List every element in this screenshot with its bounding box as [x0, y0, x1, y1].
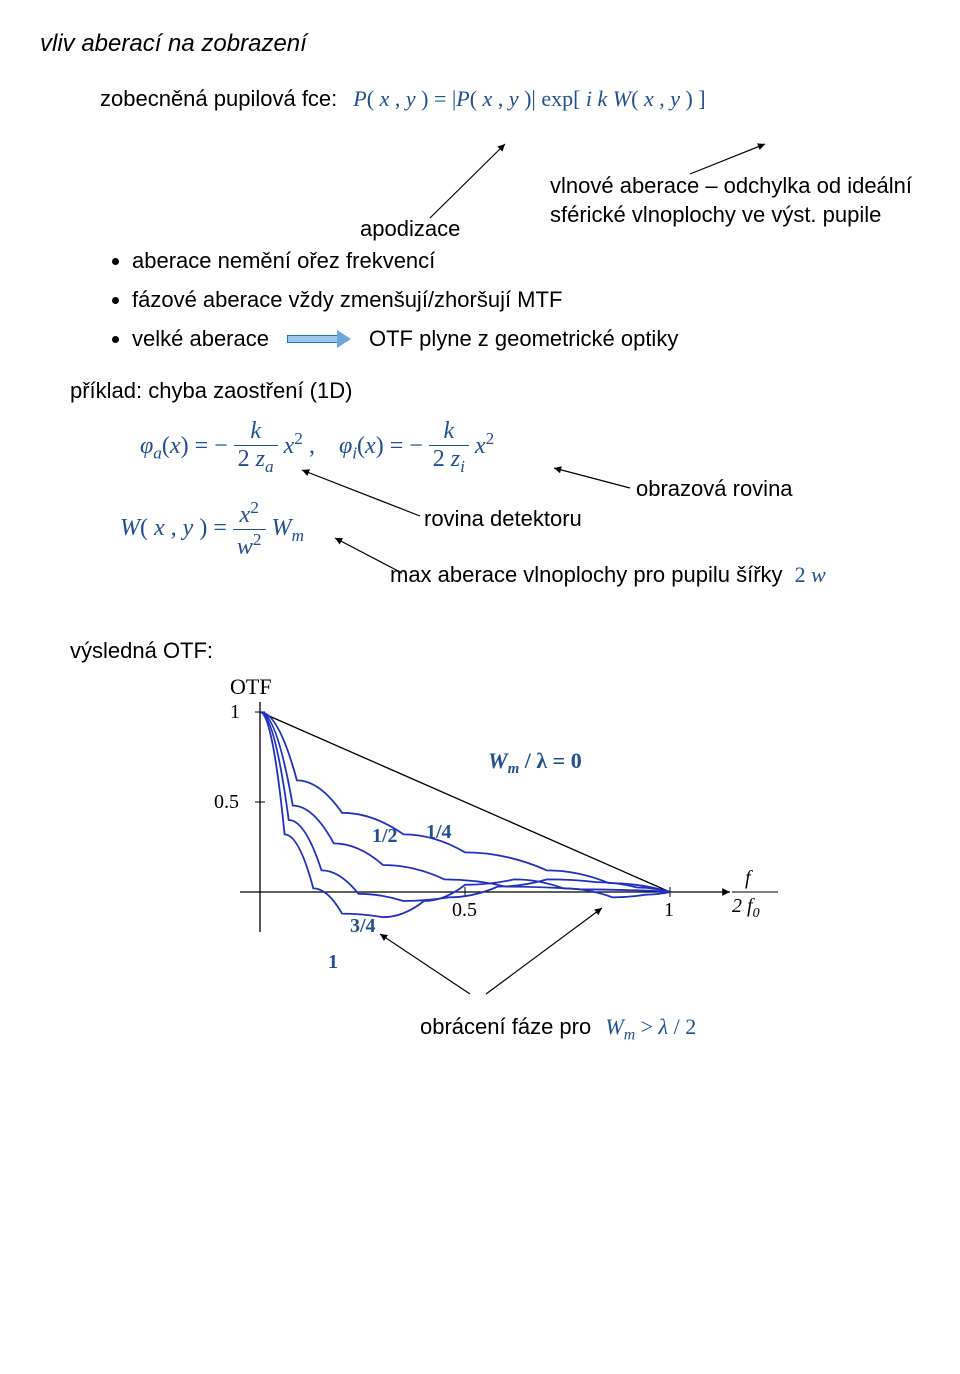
bullet-3-right: OTF plyne z geometrické optiky — [369, 324, 678, 355]
bullet-3-left: velké aberace — [132, 324, 269, 355]
pupil-fn-row: zobecněná pupilová fce: P( x , y ) = |P(… — [100, 86, 920, 112]
defocus-equations: φa(x) = − k2 za x2 , φi(x) = − k2 zi x2 … — [140, 418, 920, 638]
example-heading: příklad: chyba zaostření (1D) — [70, 378, 920, 404]
axes: OTF 1 0.5 0.5 1 f 2 f0 — [214, 674, 778, 932]
max-ab-symbol: 2 w — [795, 562, 826, 587]
phase-reversal-arrows — [380, 908, 602, 994]
phase-note-condition: Wm > λ / 2 — [605, 1014, 696, 1039]
svg-text:f: f — [745, 867, 753, 889]
max-ab-text: max aberace vlnoplochy pro pupilu šířky — [390, 562, 783, 587]
ytick-0.5: 0.5 — [214, 791, 239, 813]
bullet-1: aberace nemění ořez frekvencí — [132, 246, 920, 277]
curve-label-three-quarter: 3/4 — [350, 915, 376, 937]
aberration-bullet-list: aberace nemění ořez frekvencí fázové abe… — [110, 246, 920, 354]
otf-curve-3/4 — [260, 712, 670, 901]
pupil-fn-label: zobecněná pupilová fce: — [100, 86, 337, 112]
bullet-3: velké aberace OTF plyne z geometrické op… — [132, 324, 920, 355]
apodization-label: apodizace — [360, 216, 460, 242]
x-axis-right-label: f 2 f0 — [732, 867, 778, 921]
otf-curve-1 — [260, 712, 670, 917]
detector-plane-label: rovina detektoru — [424, 506, 582, 532]
svg-text:2 f0: 2 f0 — [732, 895, 760, 921]
ytick-1: 1 — [230, 701, 240, 723]
curve-label-one: 1 — [328, 951, 338, 973]
phase-reversal-note: obrácení fáze pro Wm > λ / 2 — [240, 1014, 920, 1044]
max-aberration-label: max aberace vlnoplochy pro pupilu šířky … — [390, 562, 826, 588]
curve-label-half: 1/2 — [372, 825, 398, 847]
y-axis-label: OTF — [230, 674, 272, 699]
curve-labels-group: Wm / λ = 0 1/4 1/2 3/4 1 — [328, 748, 582, 973]
pupil-fn-equation: P( x , y ) = |P( x , y )| exp[ i k W( x … — [353, 86, 705, 112]
otf-chart: OTF 1 0.5 0.5 1 f 2 f0 Wm / — [170, 672, 920, 1008]
wave-aberration-label: vlnové aberace – odchylka od ideální sfé… — [550, 172, 960, 229]
curve-label-quarter: 1/4 — [426, 821, 452, 843]
otf-chart-svg: OTF 1 0.5 0.5 1 f 2 f0 Wm / — [170, 672, 790, 1002]
page-title: vliv aberací na zobrazení — [40, 30, 920, 58]
image-plane-label: obrazová rovina — [636, 476, 793, 502]
implies-arrow-icon — [287, 332, 351, 346]
otf-curves — [260, 712, 670, 917]
xtick-0.5: 0.5 — [452, 899, 477, 921]
result-otf-label: výsledná OTF: — [70, 638, 920, 664]
pupil-annotations: apodizace vlnové aberace – odchylka od i… — [100, 138, 920, 238]
bullet-2: fázové aberace vždy zmenšují/zhoršují MT… — [132, 285, 920, 316]
curve-label-zero: Wm / λ = 0 — [488, 748, 582, 777]
xtick-1: 1 — [664, 899, 674, 921]
otf-curve-0 — [260, 712, 670, 892]
phase-note-text: obrácení fáze pro — [420, 1014, 591, 1039]
